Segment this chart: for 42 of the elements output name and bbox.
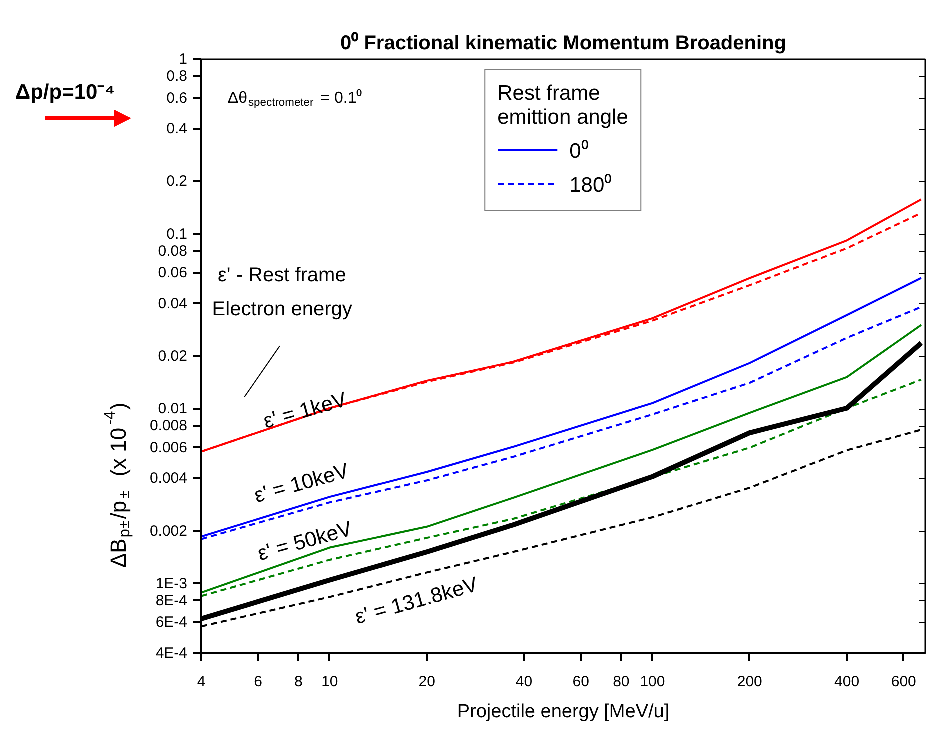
y-tick-label: 6E-4 [156, 614, 188, 632]
annotation: ε' = 10keV [252, 460, 352, 508]
y-tick-label: 0.02 [158, 348, 188, 365]
y-tick-label: 0.01 [158, 400, 188, 418]
y-tick-label: 0.006 [150, 439, 188, 456]
chart-title: 0⁰ Fractional kinematic Momentum Broadening [340, 32, 786, 54]
x-tick-label: 80 [613, 674, 630, 690]
y-tick-label: 0.04 [158, 295, 188, 312]
annotation: ε' = 1keV [261, 388, 350, 434]
x-tick-label: 4 [197, 674, 206, 690]
y-tick-label: 0.08 [158, 242, 188, 260]
y-tick-label: 0.6 [166, 90, 188, 107]
y-tick-label: 0.2 [166, 173, 188, 190]
x-tick-label: 100 [640, 674, 666, 690]
y-tick-label: 0.4 [166, 120, 188, 138]
legend-label: 180⁰ [570, 173, 612, 198]
x-tick-label: 60 [572, 674, 590, 690]
y-tick-label: 0.004 [150, 470, 188, 488]
x-tick-label: 8 [294, 674, 303, 690]
y-tick-label: 0.06 [158, 264, 188, 282]
y-tick-label: 0.1 [166, 226, 188, 243]
y-tick-label: 4E-4 [156, 645, 188, 662]
annotation: ε' = 50keV [255, 518, 355, 566]
y-axis-title: ΔBp±/p± (x 10-4) [102, 402, 134, 568]
x-tick-label: 400 [834, 674, 860, 690]
y-tick-label: 1E-3 [156, 575, 188, 592]
legend-label: 0⁰ [570, 139, 590, 164]
x-tick-label: 40 [516, 674, 533, 690]
x-tick-label: 10 [322, 674, 338, 690]
x-tick-label: 200 [737, 674, 762, 690]
y-tick-label: 0.008 [150, 418, 188, 435]
x-axis-title: Projectile energy [MeV/u] [457, 702, 670, 722]
annotation: ε' - Rest frame Electron energy [212, 264, 352, 321]
y-tick-label: 0.002 [150, 522, 188, 540]
y-tick-label: 0.8 [166, 68, 188, 85]
y-tick-label: 1 [179, 51, 188, 68]
text: Δp/p=10⁻⁴ [16, 81, 116, 104]
x-tick-label: 20 [418, 674, 436, 690]
x-tick-label: 600 [891, 674, 916, 690]
x-tick-label: 6 [254, 674, 263, 690]
y-tick-label: 8E-4 [156, 592, 188, 610]
legend-title: Rest frame emittion angle [498, 82, 628, 130]
